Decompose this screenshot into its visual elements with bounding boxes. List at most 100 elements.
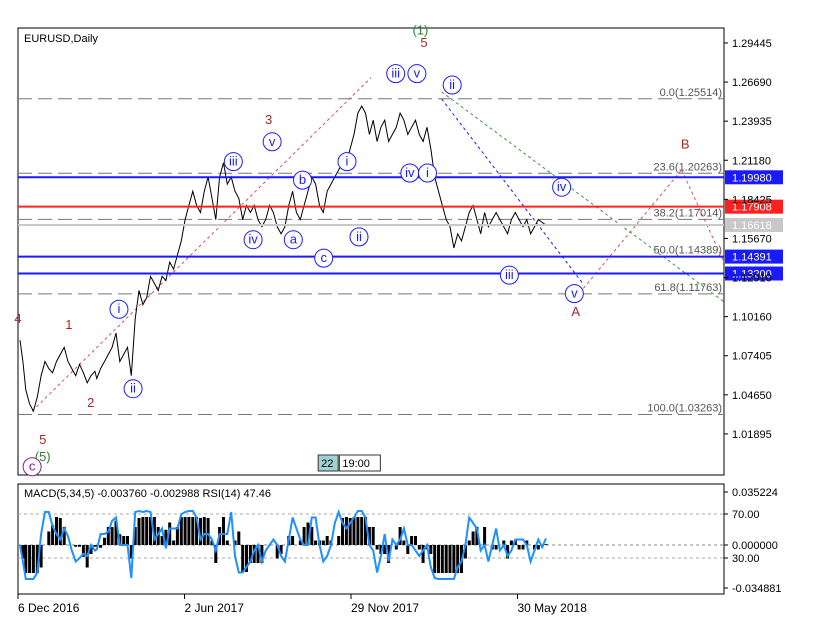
down-trend-line — [441, 91, 725, 303]
wave-circle — [337, 152, 357, 172]
impulse-trend-line — [31, 77, 372, 412]
wave-label: iv — [557, 179, 567, 194]
price-level-tag — [725, 199, 783, 214]
rsi-line — [19, 508, 547, 580]
main-panel-frame — [17, 27, 725, 476]
price-tick-label: 1.18425 — [732, 194, 772, 206]
price-tick-label: 1.07405 — [732, 351, 772, 363]
wave-circle — [417, 163, 437, 183]
wave-label: iii — [505, 267, 514, 282]
wave-label: i — [346, 154, 349, 169]
wave-label: ii — [130, 381, 136, 396]
fib-level-label: 0.0(1.25514) — [660, 87, 722, 99]
wave-label: a — [290, 232, 298, 247]
wave-label: c — [320, 250, 327, 265]
wave-label: 2 — [87, 395, 94, 410]
price-series — [19, 104, 547, 413]
wave-label: 5 — [39, 432, 46, 447]
wave-circle — [283, 230, 303, 250]
wave-circle — [243, 230, 263, 250]
wave-label: v — [269, 134, 276, 149]
price-level-label: 1.14391 — [732, 252, 772, 264]
wave-circle — [407, 64, 427, 84]
price-level-label: 1.13200 — [732, 268, 772, 280]
wave-label: b — [299, 172, 306, 187]
event-marker-label: 19:00 — [342, 458, 370, 470]
wave-label: A — [571, 304, 580, 319]
price-tick-label: 1.10160 — [732, 312, 772, 324]
wave-circle — [552, 177, 572, 197]
wave-label: c — [29, 459, 36, 474]
price-tick-label: 1.04650 — [732, 390, 772, 402]
wave-label: i — [426, 165, 429, 180]
price-level-tag — [725, 217, 783, 232]
fib-level-label: 61.8(1.11763) — [654, 282, 722, 294]
price-level-tag — [725, 266, 783, 281]
event-marker-box — [317, 454, 339, 472]
wave-label: iv — [405, 165, 415, 180]
price-level-label: 1.19980 — [732, 172, 772, 184]
indicator-tick-label: 0.000000 — [732, 540, 778, 552]
corrective-line-b — [681, 169, 725, 263]
wave-circle — [123, 379, 143, 399]
wave-label: 5 — [420, 35, 427, 50]
wave-label: v — [571, 286, 578, 301]
fib-level-label: 38.2(1.17014) — [654, 207, 723, 219]
wave-label: iii — [229, 154, 238, 169]
wave-label: iv — [248, 232, 258, 247]
price-axis: 1.29445 1.26690 1.23935 1.21180 1.18425 1.156… — [724, 38, 772, 441]
price-tick-label: 1.12910 — [732, 273, 772, 285]
price-tick-label: 1.29445 — [732, 38, 772, 50]
wave-circle — [223, 152, 243, 172]
wave-circle — [293, 170, 313, 190]
wave-label: ii — [449, 77, 455, 92]
price-level-tag — [725, 249, 783, 264]
wave-label: (1) — [412, 22, 428, 37]
time-tick-label: 30 May 2018 — [518, 601, 588, 615]
wave-circle — [499, 265, 519, 285]
wave-label: i — [118, 301, 121, 316]
wave-circle — [349, 227, 369, 247]
time-tick-label: 2 Jun 2017 — [185, 601, 245, 615]
wave-label: 1 — [65, 317, 72, 332]
wave-circle — [109, 299, 129, 319]
price-level-tag — [725, 170, 783, 185]
event-marker-label: 22 — [321, 458, 333, 470]
event-markers: 22 19:00 — [317, 454, 381, 472]
price-line — [19, 104, 547, 413]
wave-circle — [262, 132, 282, 152]
indicator-title: MACD(5,34,5) -0.003760 -0.002988 RSI(14)… — [24, 488, 271, 500]
wave-circle — [442, 75, 462, 95]
wave-circle — [314, 248, 334, 268]
wave-circle — [386, 64, 406, 84]
price-level-label: 1.16618 — [732, 220, 772, 232]
price-tick-label: 1.26690 — [732, 77, 772, 89]
corrective-line-a — [575, 169, 683, 298]
wave-circle — [22, 457, 42, 477]
trend-lines — [31, 77, 725, 412]
price-level-label: 1.17908 — [732, 202, 772, 214]
fib-level-label: 100.0(1.03263) — [647, 403, 722, 415]
wave-label: 3 — [265, 112, 272, 127]
wave-label: ii — [356, 229, 362, 244]
wave-labels: (1)531245(5)4BAiiiiiiivvbaciiiiiiviiivii… — [14, 22, 690, 477]
wave-label: v — [414, 66, 421, 81]
time-axis: 6 Dec 2016 2 Jun 2017 29 Nov 2017 30 May 20… — [17, 594, 588, 615]
indicator-tick-label: 30.00 — [732, 553, 760, 565]
fib-level-label: 23.6(1.20263) — [654, 161, 723, 173]
price-tick-label: 1.23935 — [732, 116, 772, 128]
event-marker-box — [338, 454, 381, 472]
time-tick-label: 6 Dec 2016 — [18, 601, 80, 615]
chart-title: EURUSD,Daily — [24, 33, 98, 45]
price-tick-label: 1.01895 — [732, 429, 772, 441]
wave-label: 4 — [14, 311, 21, 326]
wave-label: B — [681, 137, 690, 152]
fib-level-label: 50.0(1.14389) — [654, 245, 723, 257]
wave-projection-line — [441, 98, 584, 284]
macd-rsi-plot — [18, 508, 724, 580]
wave-label: iii — [391, 66, 400, 81]
indicator-tick-label: 0.035224 — [732, 487, 778, 499]
